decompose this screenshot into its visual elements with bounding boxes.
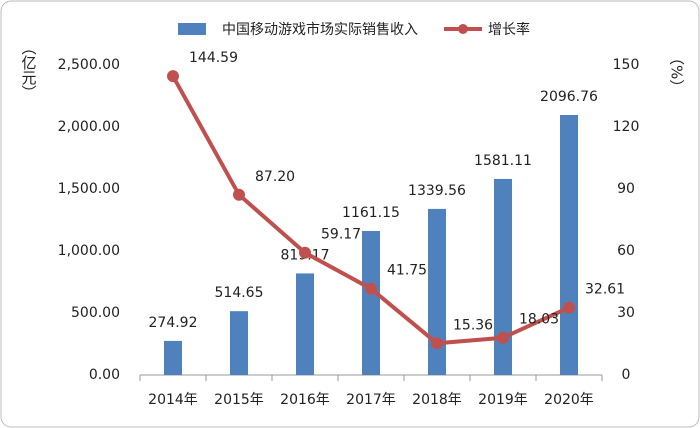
y2-tick-label: 150: [613, 57, 640, 73]
legend-swatch: [458, 24, 468, 34]
y2-tick-label: 60: [617, 243, 635, 259]
line-marker: [299, 246, 311, 259]
bar-value-label: 1161.15: [342, 205, 400, 221]
legend-label: 中国移动游戏市场实际销售收入: [222, 21, 418, 38]
bar: [230, 311, 248, 375]
bar-value-label: 2096.76: [540, 89, 598, 105]
bar: [428, 208, 446, 375]
y-tick-label: 2,000.00: [58, 119, 120, 135]
line-value-label: 87.20: [255, 169, 295, 185]
x-tick-label: 2014年: [148, 392, 198, 408]
y2-axis-title: （%）: [668, 50, 686, 94]
line-value-label: 41.75: [387, 263, 427, 279]
line-marker: [365, 282, 377, 295]
bar: [560, 115, 578, 375]
line-marker: [167, 70, 179, 83]
y2-tick-label: 90: [617, 181, 635, 197]
x-tick-label: 2018年: [412, 392, 462, 408]
x-tick-label: 2015年: [214, 392, 264, 408]
bar: [164, 340, 182, 375]
y-tick-label: 1,500.00: [58, 181, 120, 197]
line-marker: [233, 188, 245, 201]
y2-tick-label: 120: [613, 119, 640, 135]
line-marker: [431, 337, 443, 350]
x-tick-label: 2019年: [478, 392, 528, 408]
line-marker: [563, 301, 575, 314]
line-value-label: 32.61: [585, 282, 625, 298]
y2-tick-label: 30: [617, 305, 635, 321]
x-tick-label: 2016年: [280, 392, 330, 408]
bar-value-label: 274.92: [149, 315, 198, 331]
line-value-label: 59.17: [321, 227, 361, 243]
y-tick-label: 2,500.00: [58, 57, 120, 73]
x-tick-label: 2020年: [544, 392, 594, 408]
line-marker: [497, 331, 509, 344]
line-value-label: 18.03: [519, 312, 559, 328]
bar: [296, 273, 314, 375]
bar: [494, 178, 512, 375]
bar-value-label: 514.65: [215, 285, 264, 301]
bar: [362, 231, 380, 375]
y-tick-label: 1,000.00: [58, 243, 120, 259]
legend-label: 增长率: [488, 21, 530, 38]
bar-value-label: 1581.11: [474, 153, 532, 169]
line-value-label: 15.36: [453, 317, 493, 333]
bar-value-label: 1339.56: [408, 183, 466, 199]
y-axis-title: （亿元）: [20, 40, 38, 100]
line-value-label: 144.59: [189, 50, 238, 66]
legend-swatch: [178, 23, 206, 35]
x-tick-label: 2017年: [346, 392, 396, 408]
y-tick-label: 0.00: [89, 367, 120, 383]
y-tick-label: 500.00: [71, 305, 120, 321]
y2-tick-label: 0: [622, 367, 631, 383]
